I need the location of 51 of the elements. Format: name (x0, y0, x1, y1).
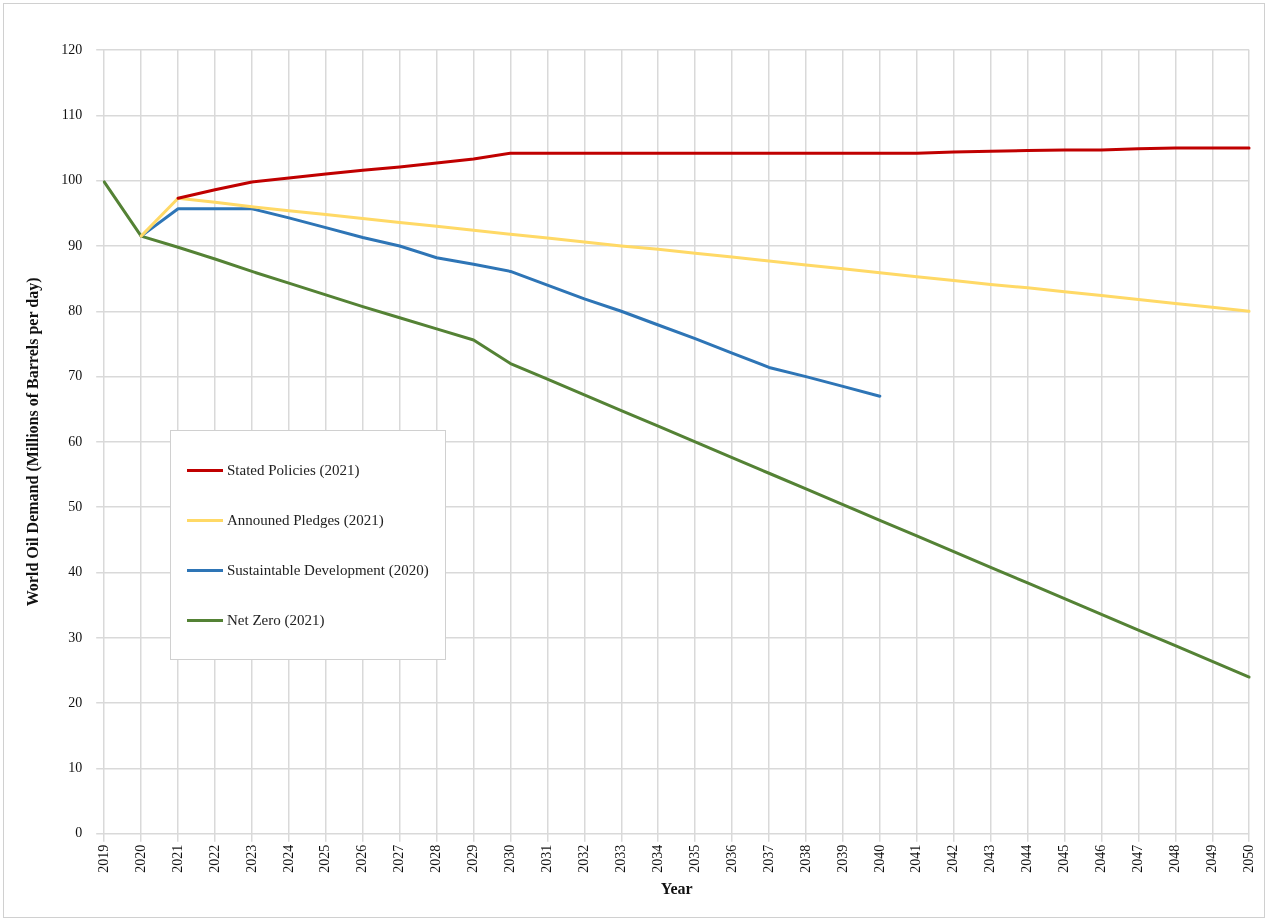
x-tick-label: 2033 (612, 844, 628, 873)
x-tick-label: 2026 (354, 844, 370, 873)
y-tick-label: 90 (68, 237, 83, 253)
y-tick-label: 80 (68, 302, 83, 318)
x-tick-label: 2044 (1019, 844, 1035, 873)
x-tick-label: 2046 (1093, 844, 1109, 873)
x-tick-label: 2022 (206, 844, 222, 873)
x-tick-label: 2032 (576, 844, 592, 873)
x-tick-label: 2040 (871, 844, 887, 873)
x-tick-label: 2037 (760, 844, 776, 873)
x-tick-label: 2021 (169, 844, 185, 873)
y-tick-label: 20 (68, 694, 83, 710)
x-tick-label: 2030 (502, 844, 518, 873)
x-axis-title: Year (660, 879, 693, 897)
legend-label: Announed Pledges (2021) (227, 511, 384, 529)
y-tick-label: 60 (68, 433, 83, 449)
y-tick-label: 100 (61, 172, 83, 188)
legend-label: Net Zero (2021) (227, 611, 325, 629)
x-tick-label: 2029 (465, 844, 481, 873)
x-tick-label: 2041 (908, 844, 924, 873)
y-tick-label: 0 (75, 825, 83, 841)
x-tick-label: 2045 (1056, 844, 1072, 873)
x-tick-label: 2020 (132, 844, 148, 873)
x-tick-label: 2038 (797, 844, 813, 873)
y-axis-title: World Oil Demand (Millions of Barrels per day) (23, 277, 42, 607)
x-tick-label: 2024 (280, 844, 296, 873)
x-tick-label: 2031 (539, 844, 555, 873)
x-tick-label: 2042 (945, 844, 961, 873)
x-tick-label: 2027 (391, 844, 407, 873)
x-tick-label: 2019 (95, 844, 111, 873)
y-tick-label: 50 (68, 498, 83, 514)
x-tick-label: 2025 (317, 844, 333, 873)
legend-label: Stated Policies (2021) (227, 461, 360, 479)
x-tick-label: 2048 (1167, 844, 1182, 873)
x-tick-label: 2036 (723, 844, 739, 873)
x-tick-label: 2049 (1203, 844, 1219, 873)
y-tick-label: 120 (61, 41, 83, 57)
y-tick-label: 30 (68, 629, 83, 645)
y-tick-label: 40 (68, 564, 83, 580)
y-tick-label: 10 (68, 760, 83, 776)
legend-label: Sustaintable Development (2020) (227, 561, 429, 579)
y-tick-label: 110 (61, 106, 83, 122)
x-tick-label: 2039 (834, 844, 850, 873)
x-tick-label: 2050 (1240, 844, 1256, 873)
x-tick-label: 2034 (649, 844, 665, 873)
x-tick-label: 2043 (982, 844, 998, 873)
y-tick-label: 70 (68, 368, 83, 384)
x-tick-label: 2028 (428, 844, 444, 873)
x-tick-label: 2023 (243, 844, 259, 873)
x-tick-label: 2047 (1130, 844, 1146, 873)
x-tick-label: 2035 (686, 844, 702, 873)
